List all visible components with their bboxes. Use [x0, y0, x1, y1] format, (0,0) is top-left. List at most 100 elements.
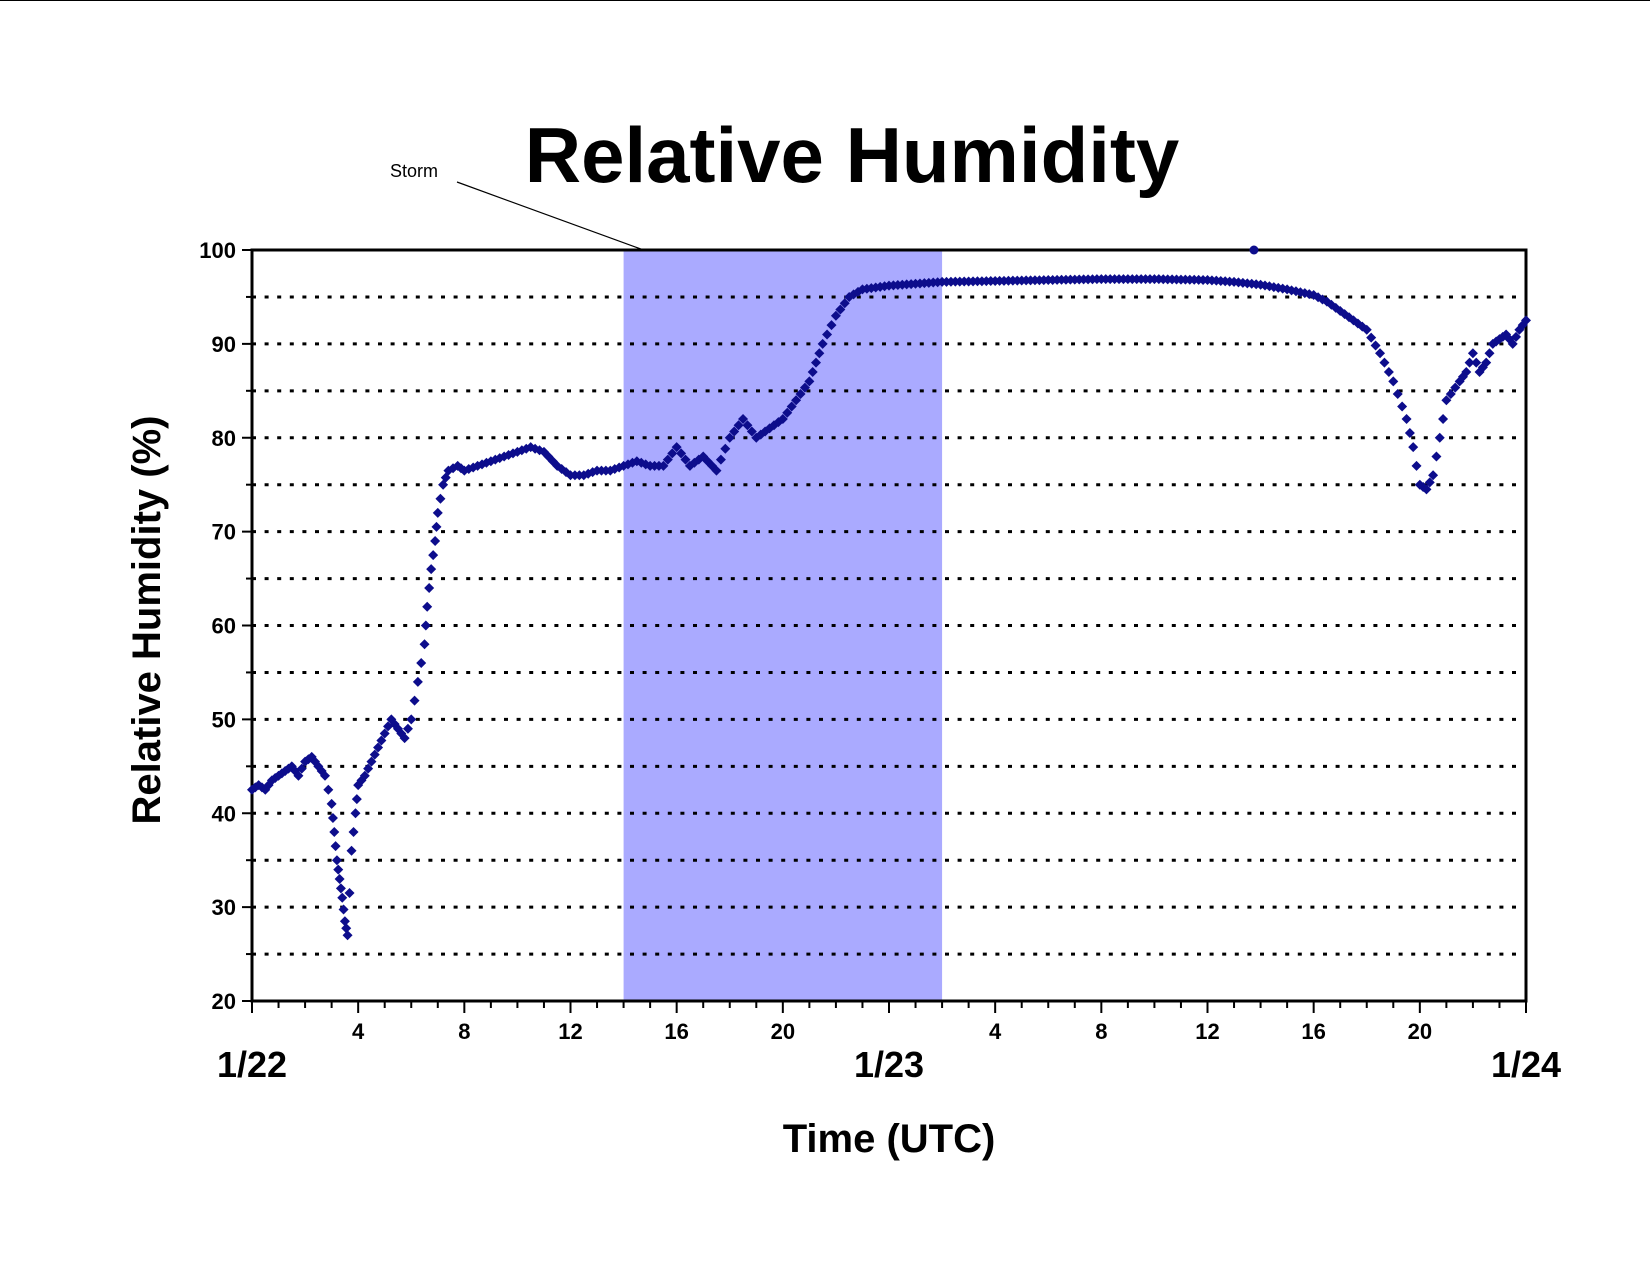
data-point — [333, 864, 344, 875]
data-point — [293, 770, 304, 781]
data-point — [399, 733, 410, 744]
data-point — [835, 304, 846, 315]
data-point — [724, 432, 735, 443]
data-point — [330, 841, 341, 852]
data-point — [720, 443, 731, 454]
y-tick-label: 80 — [212, 426, 236, 451]
data-point — [1397, 401, 1408, 412]
data-point — [402, 723, 413, 734]
data-point — [822, 329, 833, 340]
data-point — [412, 676, 423, 687]
data-point — [416, 658, 427, 669]
data-point — [1445, 388, 1456, 399]
data-point — [729, 426, 740, 437]
data-point — [1379, 357, 1390, 368]
data-point — [329, 827, 340, 838]
data-point — [1431, 451, 1442, 462]
data-point — [1428, 470, 1439, 481]
data-point — [786, 401, 797, 412]
data-point — [807, 367, 818, 378]
data-point — [379, 728, 390, 739]
data-point — [671, 442, 682, 453]
y-tick-label: 90 — [212, 332, 236, 357]
data-point — [344, 888, 355, 899]
data-point — [342, 930, 353, 941]
y-tick-label: 20 — [212, 989, 236, 1014]
data-point — [662, 454, 673, 465]
data-point — [435, 493, 446, 504]
data-point — [327, 812, 338, 823]
data-point — [795, 388, 806, 399]
data-point — [335, 883, 346, 894]
data-point — [430, 536, 441, 547]
data-point — [409, 695, 420, 706]
data-point — [811, 357, 822, 368]
data-point — [1461, 367, 1472, 378]
data-point — [826, 320, 837, 331]
top-border — [0, 0, 1650, 1]
data-point — [733, 420, 744, 431]
data-point — [422, 601, 433, 612]
data-point — [830, 310, 841, 321]
data-point — [1464, 357, 1475, 368]
y-tick-label: 70 — [212, 520, 236, 545]
data-point — [406, 714, 417, 725]
data-point — [1404, 428, 1415, 439]
x-tick-label: 4 — [989, 1019, 1002, 1044]
data-point — [339, 916, 350, 927]
chart-title: Relative Humidity — [525, 111, 1180, 199]
data-point — [1411, 460, 1422, 471]
data-point — [326, 798, 337, 809]
tick-labels: 20 30 40 50 60 70 80 90 100 4 8 12 16 20 4 8 12 16 20 1/22 1… — [199, 238, 1561, 1085]
data-point — [334, 873, 345, 884]
data-point — [351, 794, 362, 805]
data-point — [680, 454, 691, 465]
x-tick-label: 16 — [664, 1019, 688, 1044]
y-tick-label: 60 — [212, 614, 236, 639]
x-tick-label: 20 — [1408, 1019, 1432, 1044]
gridlines — [252, 295, 1526, 956]
data-point — [1467, 348, 1478, 359]
data-point — [1383, 367, 1394, 378]
y-tick-label: 40 — [212, 801, 236, 826]
x-tick-label: 20 — [771, 1019, 795, 1044]
x-tick-label: 8 — [1095, 1019, 1107, 1044]
data-point — [1471, 357, 1482, 368]
data-point — [1421, 484, 1432, 495]
data-point — [839, 298, 850, 309]
data-point — [1401, 413, 1412, 424]
data-point — [323, 784, 334, 795]
data-point — [428, 550, 439, 561]
data-point — [369, 749, 380, 760]
data-point — [363, 763, 374, 774]
data-point — [420, 620, 431, 631]
data-point — [1511, 331, 1522, 342]
data-point — [419, 639, 430, 650]
data-point — [715, 454, 726, 465]
x-axis-title: Time (UTC) — [783, 1117, 996, 1161]
x-tick-label: 16 — [1301, 1019, 1325, 1044]
storm-leader-line — [456, 181, 644, 251]
data-point — [1438, 413, 1449, 424]
x-tick-label: 12 — [558, 1019, 582, 1044]
data-point — [432, 507, 443, 518]
date-label: 1/23 — [854, 1044, 924, 1085]
data-point — [338, 904, 349, 915]
data-point — [814, 348, 825, 359]
data-point — [817, 338, 828, 349]
data-point — [296, 763, 307, 774]
data-point — [1408, 442, 1419, 453]
data-point — [742, 420, 753, 431]
data-point — [1481, 357, 1492, 368]
data-point — [337, 892, 348, 903]
data-point — [1507, 338, 1518, 349]
data-point — [319, 770, 330, 781]
data-point — [791, 395, 802, 406]
data-point — [1388, 376, 1399, 387]
data-point — [346, 845, 357, 856]
data-points — [247, 245, 1531, 941]
data-point — [1434, 432, 1445, 443]
data-point — [738, 413, 749, 424]
y-axis-title: Relative Humidity (%) — [125, 416, 169, 825]
